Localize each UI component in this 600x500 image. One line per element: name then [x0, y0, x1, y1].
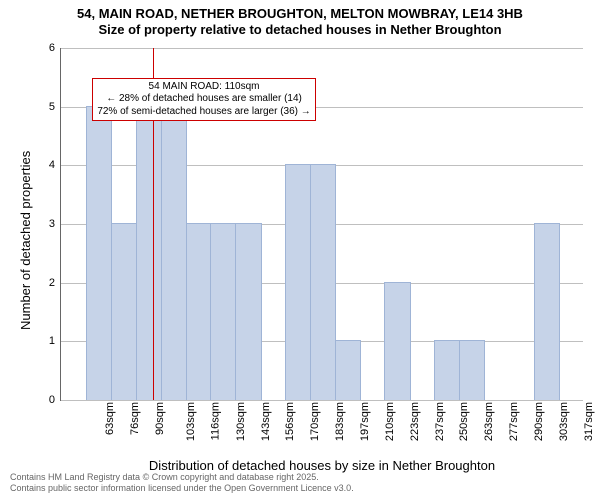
x-tick-label: 197sqm — [357, 402, 371, 441]
grid-line — [61, 400, 583, 401]
x-tick-label: 76sqm — [127, 402, 141, 435]
x-tick-label: 290sqm — [531, 402, 545, 441]
y-tick-label: 6 — [49, 42, 61, 54]
plot-area: 54 MAIN ROAD: 110sqm ← 28% of detached h… — [60, 48, 583, 401]
annotation-box: 54 MAIN ROAD: 110sqm ← 28% of detached h… — [92, 78, 315, 122]
chart-title: 54, MAIN ROAD, NETHER BROUGHTON, MELTON … — [0, 0, 600, 39]
x-tick-label: 116sqm — [207, 402, 221, 440]
annotation-line-2: ← 28% of detached houses are smaller (14… — [97, 93, 310, 106]
title-line-2: Size of property relative to detached ho… — [0, 22, 600, 38]
bar — [111, 223, 137, 400]
bar — [384, 282, 410, 400]
y-tick-label: 5 — [49, 101, 61, 113]
y-tick-label: 2 — [49, 277, 61, 289]
bar — [235, 223, 261, 400]
annotation-line-1: 54 MAIN ROAD: 110sqm — [97, 81, 310, 94]
x-tick-label: 317sqm — [581, 402, 595, 441]
bar — [210, 223, 236, 400]
x-tick-label: 143sqm — [258, 402, 272, 441]
bar — [335, 340, 361, 400]
x-tick-label: 237sqm — [432, 402, 446, 441]
x-tick-label: 183sqm — [332, 402, 346, 441]
x-tick-label: 263sqm — [481, 402, 495, 441]
x-tick-label: 130sqm — [233, 402, 247, 441]
bar — [161, 106, 187, 400]
y-axis-title: Number of detached properties — [18, 151, 33, 330]
x-tick-label: 223sqm — [407, 402, 421, 441]
x-tick-label: 63sqm — [102, 402, 116, 435]
footer-attribution: Contains HM Land Registry data © Crown c… — [10, 472, 354, 494]
annotation-line-3: 72% of semi-detached houses are larger (… — [97, 106, 310, 119]
title-line-1: 54, MAIN ROAD, NETHER BROUGHTON, MELTON … — [0, 6, 600, 22]
x-tick-label: 277sqm — [506, 402, 520, 441]
chart-container: 54, MAIN ROAD, NETHER BROUGHTON, MELTON … — [0, 0, 600, 500]
x-tick-label: 303sqm — [556, 402, 570, 441]
x-tick-label: 210sqm — [382, 402, 396, 441]
x-tick-label: 170sqm — [307, 402, 321, 441]
bar — [86, 106, 112, 400]
y-tick-label: 4 — [49, 159, 61, 171]
bar — [459, 340, 485, 400]
x-axis-title: Distribution of detached houses by size … — [61, 458, 583, 473]
x-tick-label: 103sqm — [183, 402, 197, 441]
bar — [285, 164, 311, 400]
bar — [136, 106, 162, 400]
bar — [434, 340, 460, 400]
x-tick-label: 156sqm — [283, 402, 297, 441]
bar — [534, 223, 560, 400]
y-tick-label: 1 — [49, 335, 61, 347]
bar — [186, 223, 212, 400]
footer-line-1: Contains HM Land Registry data © Crown c… — [10, 472, 354, 483]
x-tick-label: 250sqm — [457, 402, 471, 441]
footer-line-2: Contains public sector information licen… — [10, 483, 354, 494]
y-tick-label: 3 — [49, 218, 61, 230]
x-tick-label: 90sqm — [152, 402, 166, 435]
y-tick-label: 0 — [49, 394, 61, 406]
bar — [310, 164, 336, 400]
